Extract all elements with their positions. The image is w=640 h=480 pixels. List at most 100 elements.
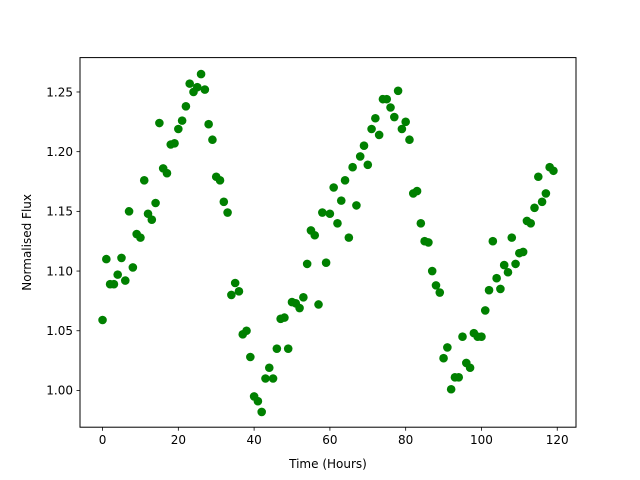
data-point [257,407,266,417]
x-tick-label: 80 [398,433,413,447]
data-point [386,103,395,112]
x-tick-label: 100 [470,433,493,447]
data-point [393,86,403,96]
y-tick-label: 1.25 [46,85,73,99]
data-point [223,208,232,217]
data-point [397,124,407,134]
data-point [299,293,308,302]
data-point [215,176,225,185]
data-point [424,238,433,247]
data-point [405,135,414,145]
y-tick-label: 1.05 [46,324,73,338]
plot-frame [79,57,577,428]
data-point [113,270,122,279]
y-tick-label: 1.15 [46,205,73,219]
data-point [253,396,263,406]
data-point [511,259,520,269]
data-point [507,233,517,242]
data-point [534,172,543,182]
data-point [355,152,365,161]
data-point [352,201,361,210]
x-tick-label: 40 [246,433,261,447]
data-point [390,112,399,122]
x-axis-title: Time (Hours) [288,457,367,471]
data-point [499,260,509,270]
data-point [344,233,354,242]
y-tick-label: 1.00 [46,384,73,398]
data-point [492,273,501,283]
data-point [374,130,384,140]
data-point [268,374,278,383]
data-point [136,233,145,242]
data-point [128,263,138,272]
data-point [264,363,274,373]
data-point [181,102,191,111]
data-point [454,373,464,382]
data-point [435,288,445,297]
data-point [325,209,335,219]
data-point [295,303,304,313]
data-point [98,315,107,325]
data-point [439,353,448,363]
data-point [348,162,357,172]
y-axis-ticks: 1.00 1.05 1.10 1.15 1.20 1.25 [46,85,80,398]
data-point [302,259,312,269]
data-point [336,196,346,205]
x-tick-label: 0 [99,433,107,447]
data-point [401,117,410,127]
data-point [503,267,513,277]
data-point [477,332,486,342]
data-point [151,198,160,208]
data-point [310,230,320,240]
plot-area [80,57,576,428]
y-axis-title: Normalised Flux [20,194,34,291]
data-point [242,326,251,336]
data-point [177,116,187,125]
data-point [371,113,380,123]
x-axis-ticks: 0 20 40 60 80 100 120 [99,427,569,447]
data-point [192,82,202,92]
data-point [526,219,536,228]
data-point [446,384,456,394]
data-point [261,374,270,383]
x-tick-label: 60 [322,433,337,447]
data-point [314,300,323,309]
data-point [230,278,240,288]
data-point [280,313,289,322]
data-point [530,203,539,213]
data-point [367,124,376,134]
data-point [412,186,422,196]
data-point [340,176,350,185]
data-point [458,332,467,342]
data-point [227,290,236,300]
data-point [117,253,126,263]
data-point [416,219,426,228]
data-point [465,363,475,373]
data-point [318,208,327,217]
data-point [234,287,244,296]
data-point [139,176,149,185]
data-point [102,254,111,264]
data-point [174,124,183,134]
y-tick-label: 1.20 [46,145,73,159]
data-point [496,284,505,294]
data-point [219,197,229,207]
y-tick-label: 1.10 [46,264,73,278]
data-point [488,236,498,246]
data-point [204,119,213,129]
data-point [200,85,210,94]
data-point [208,135,217,145]
data-point [109,279,119,289]
data-point [321,258,331,267]
data-point [431,281,441,290]
data-point [480,306,490,315]
data-point [549,166,558,176]
data-point [155,118,164,128]
data-point [170,139,179,148]
data-point [359,141,369,150]
x-tick-label: 20 [171,433,186,447]
data-point [537,197,547,207]
data-point [541,189,551,198]
data-point [443,343,452,352]
x-tick-label: 120 [546,433,569,447]
